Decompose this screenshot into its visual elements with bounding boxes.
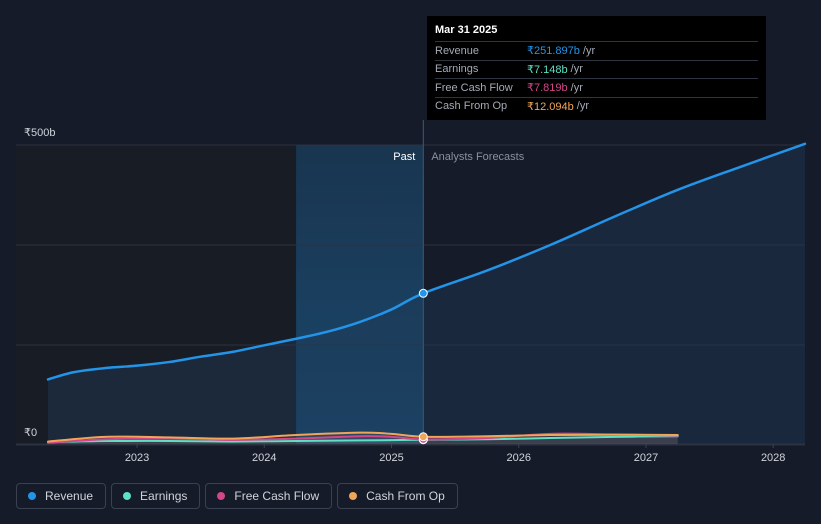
line-cash-from-op (47, 431, 679, 443)
x-tick-label: 2026 (506, 452, 530, 464)
legend-label: Revenue (45, 489, 94, 503)
tooltip-date: Mar 31 2025 (435, 24, 498, 36)
y-axis-label-bottom: ₹0 (24, 427, 37, 439)
tooltip-unit: /yr (582, 44, 596, 57)
x-tick-label: 2025 (379, 452, 403, 464)
line-free-cash-flow (47, 432, 679, 444)
tooltip-row-earnings: Earnings ₹7.148b /yr (435, 59, 758, 79)
legend-dot-icon (349, 492, 358, 500)
tooltip-label: Revenue (435, 44, 480, 57)
tooltip-unit: /yr (570, 81, 583, 94)
legend-label: Earnings (140, 489, 188, 503)
x-tick-label: 2028 (761, 452, 785, 464)
tooltip-value: ₹7.819b (527, 82, 568, 95)
legend-item-free-cash-flow[interactable]: Free Cash Flow (205, 483, 333, 509)
tooltip: Mar 31 2025 Revenue ₹251.897b /yr Earnin… (427, 16, 766, 120)
legend-dot-icon (217, 492, 226, 500)
x-tick-label: 2024 (252, 452, 276, 464)
x-axis-ticks: 2023 2024 2025 2026 2027 2028 (125, 444, 785, 464)
tooltip-value: ₹12.094b (527, 100, 574, 113)
marker-cash-from-op (418, 432, 428, 442)
legend-item-cash-from-op[interactable]: Cash From Op (337, 483, 458, 509)
tooltip-label: Earnings (435, 63, 479, 76)
past-label: Past (393, 151, 415, 163)
series-lines (46, 142, 807, 444)
tooltip-row-cash-from-op: Cash From Op ₹12.094b /yr (435, 96, 758, 116)
marker-revenue (418, 288, 428, 298)
line-earnings (47, 435, 679, 444)
y-axis-label-top: ₹500b (24, 127, 55, 139)
tooltip-label: Free Cash Flow (435, 81, 513, 94)
tooltip-value: ₹7.148b (527, 63, 568, 76)
legend-label: Cash From Op (366, 489, 445, 503)
legend-item-earnings[interactable]: Earnings (111, 483, 201, 509)
tooltip-unit: /yr (570, 63, 583, 76)
tooltip-unit: /yr (576, 100, 589, 113)
forecast-label: Analysts Forecasts (431, 151, 524, 163)
tooltip-label: Cash From Op (435, 100, 508, 113)
gridlines (16, 144, 805, 446)
tooltip-row-revenue: Revenue ₹251.897b /yr (435, 41, 758, 60)
tooltip-value: ₹251.897b (527, 45, 580, 58)
legend-item-revenue[interactable]: Revenue (16, 483, 107, 509)
line-revenue (46, 142, 807, 381)
hover-markers (418, 288, 428, 445)
legend-label: Free Cash Flow (234, 489, 320, 503)
x-tick-label: 2023 (125, 452, 149, 464)
legend-dot-icon (28, 492, 36, 500)
x-tick-label: 2027 (634, 452, 658, 464)
legend-dot-icon (123, 492, 132, 500)
plot-background-history (16, 145, 297, 444)
tooltip-row-free-cash-flow: Free Cash Flow ₹7.819b /yr (435, 78, 758, 97)
plot-background-past-highlight (296, 145, 424, 444)
legend: Revenue Earnings Free Cash Flow Cash Fro… (16, 483, 458, 509)
